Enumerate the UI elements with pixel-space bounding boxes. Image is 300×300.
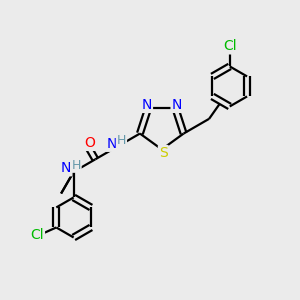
- Text: O: O: [84, 136, 95, 150]
- Text: S: S: [159, 146, 168, 160]
- Text: Cl: Cl: [223, 39, 236, 53]
- Text: H: H: [71, 159, 81, 172]
- Text: N: N: [142, 98, 152, 112]
- Text: N: N: [106, 137, 117, 151]
- Text: N: N: [61, 161, 71, 175]
- Text: H: H: [117, 134, 126, 147]
- Text: N: N: [172, 98, 182, 112]
- Text: Cl: Cl: [30, 228, 44, 242]
